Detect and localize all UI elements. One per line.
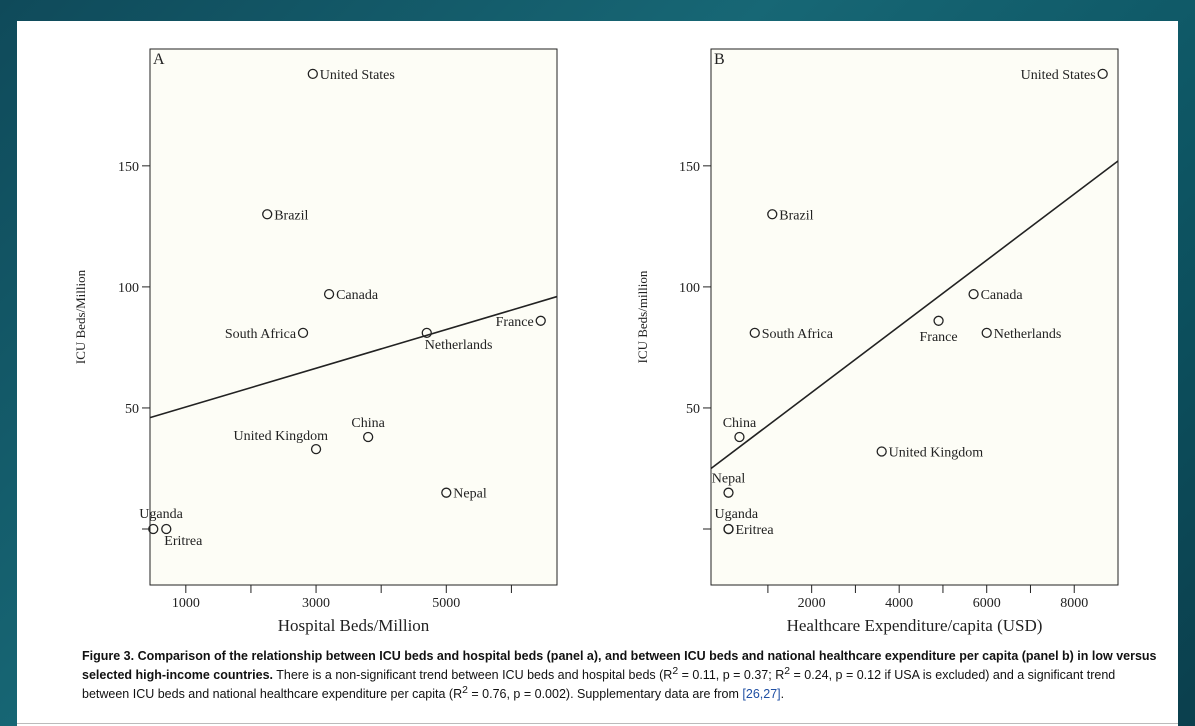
caption-sup-3: 2 [462,685,468,697]
data-label: Nepal [712,472,746,487]
data-label: United Kingdom [889,446,984,461]
figure-caption: Figure 3. Comparison of the relationship… [82,648,1162,702]
data-point [262,209,273,220]
y-tick-label: 100 [118,281,139,296]
data-point [767,209,778,220]
trend-line [710,160,1119,470]
data-point [161,523,172,535]
x-tick-label: 8000 [1060,596,1088,611]
data-label: Nepal [453,487,487,502]
caption-sup-1: 2 [672,666,679,677]
caption-sup-2: 2 [784,666,791,677]
caption-text-1: There is a non-significant trend between… [273,668,673,683]
caption-references-link[interactable]: [26,27] [742,687,781,702]
y-tick-label: 50 [686,402,700,417]
data-label: United States [320,68,395,83]
data-label: Uganda [139,507,183,522]
data-point [441,487,452,498]
x-tick-label: 4000 [885,596,913,611]
y-tick-label: 50 [125,402,139,417]
y-axis-title: ICU Beds/million [635,270,650,363]
y-tick-label: 150 [679,160,700,175]
panel-a: A 50 100 150 1000 3000 5000 United States Brazil… [73,48,558,635]
data-label: South Africa [225,327,297,342]
data-point [323,289,335,300]
x-axis-title: Healthcare Expenditure/capita (USD) [787,616,1043,635]
caption-text-4: = 0.76, p = 0.002). Supplementary data a… [467,687,743,702]
data-point [363,431,374,443]
caption-text-2: = 0.11, p = 0.37; R [678,668,785,683]
y-tick-label: 150 [118,160,139,175]
caption-end: . [780,687,785,702]
data-point [981,327,992,339]
data-label: Brazil [274,208,308,223]
data-point [723,487,734,498]
data-label: Netherlands [994,327,1062,342]
data-label: Brazil [779,208,813,223]
data-point [876,446,887,457]
x-tick-label: 5000 [432,596,460,611]
y-axis-title: ICU Beds/Million [73,269,88,364]
data-point [933,315,944,326]
data-point [535,315,546,326]
slide: A 50 100 150 1000 3000 5000 United States Brazil… [17,21,1178,726]
data-label: Netherlands [425,338,493,353]
data-label: Eritrea [736,523,775,538]
trend-line [149,295,558,419]
data-label: Eritrea [164,534,203,549]
data-point [310,443,322,455]
bottom-rule [17,723,1178,724]
figure-canvas: A 50 100 150 1000 3000 5000 United States Brazil… [73,48,1119,635]
x-axis-title: Hospital Beds/Million [278,616,430,635]
x-tick-label: 1000 [172,596,200,611]
data-label: Canada [336,288,379,303]
data-point [723,523,734,535]
data-point [1097,68,1108,79]
data-label: France [920,330,958,345]
panel-b: B 50 100 150 2000 4000 6000 8000 United States Br… [635,48,1119,635]
y-tick-label: 100 [679,281,700,296]
data-label: United States [1021,68,1096,83]
x-tick-label: 2000 [798,596,826,611]
data-label: South Africa [762,327,834,342]
x-tick-label: 6000 [973,596,1001,611]
data-label: United Kingdom [234,429,329,444]
panel-label: B [714,51,725,68]
data-label: France [496,315,534,330]
data-label: Uganda [715,507,759,522]
data-label: China [723,416,757,431]
data-label: China [351,416,385,431]
data-point [968,289,979,300]
data-label: Canada [981,288,1024,303]
caption-text-3: = 0.24, p = 0.12 if USA is excluded) and… [82,668,1116,702]
caption-title: Figure 3. Comparison of the relationship… [82,649,1157,683]
x-tick-label: 3000 [302,596,330,611]
plot-area [710,48,1119,586]
data-point [749,327,760,339]
data-point [148,523,159,535]
data-point [297,327,309,339]
data-point [307,68,318,79]
data-point [421,327,432,339]
data-point [734,431,745,443]
panel-label: A [153,51,165,68]
